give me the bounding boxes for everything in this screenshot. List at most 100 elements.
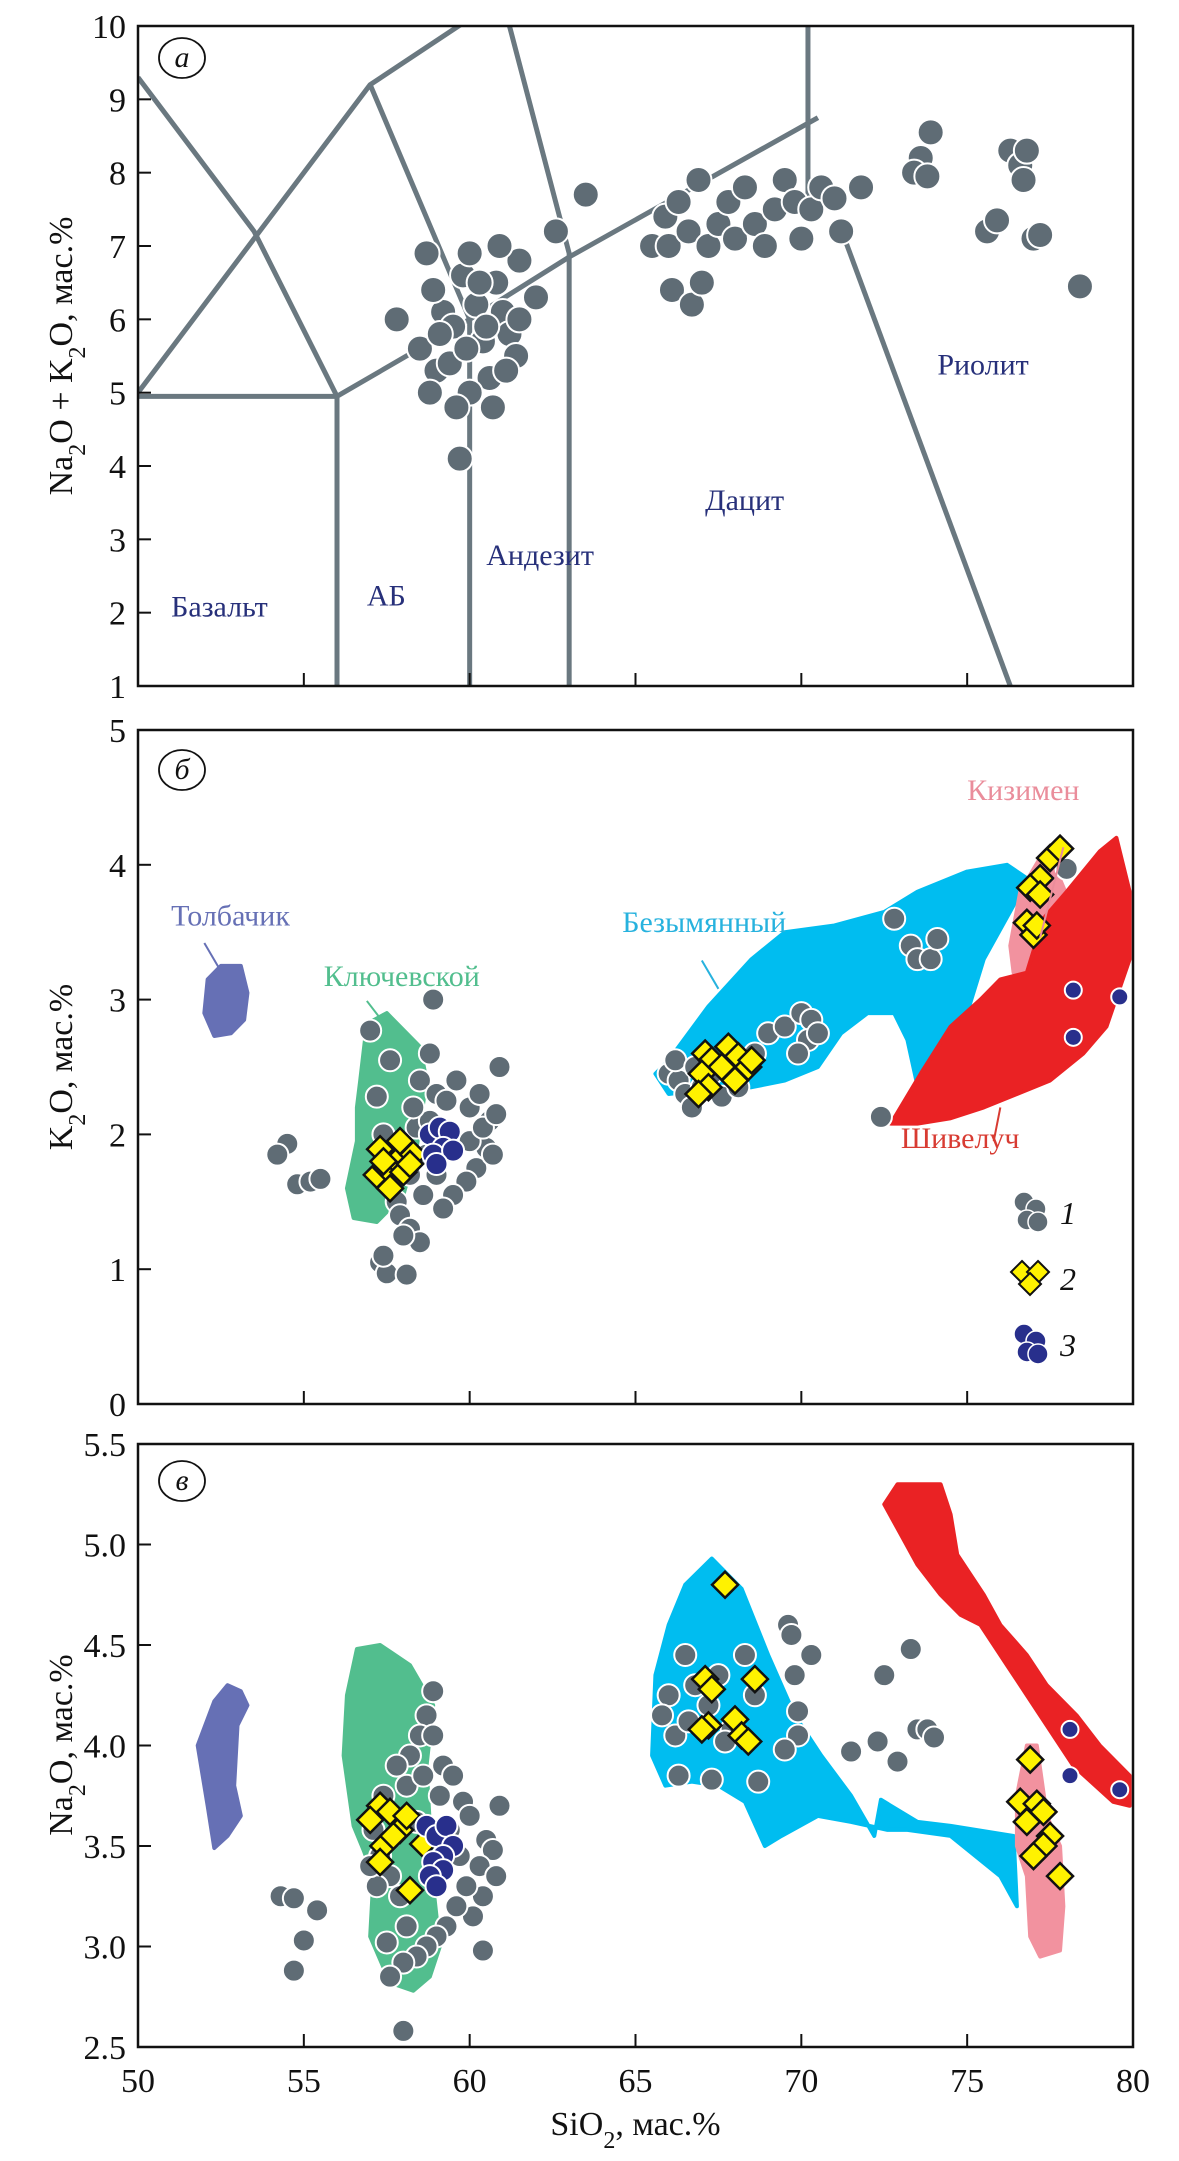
data-point-series-1 xyxy=(487,1055,512,1079)
x-tick-label: 70 xyxy=(784,2063,818,2100)
data-point-series-1 xyxy=(541,217,570,246)
data-point-series-1 xyxy=(391,1223,416,1248)
data-point-series-1 xyxy=(772,1737,797,1762)
data-point-series-1 xyxy=(480,1838,505,1863)
data-point-series-1 xyxy=(305,1898,330,1923)
field-label-Шивелуч: Шивелуч xyxy=(901,1122,1020,1155)
classification-boundary-line xyxy=(507,26,572,686)
panel-label: б xyxy=(174,753,190,786)
data-point-series-1 xyxy=(455,239,484,268)
y-tick-label: 2 xyxy=(109,596,126,633)
data-point-series-1 xyxy=(442,393,471,422)
data-point-series-1 xyxy=(407,1068,432,1093)
y-tick-label: 3.5 xyxy=(84,1829,127,1866)
data-point-series-1 xyxy=(898,1637,923,1662)
data-point-series-1 xyxy=(782,1663,807,1688)
data-point-series-1 xyxy=(441,1763,466,1788)
data-point-series-1 xyxy=(865,1729,890,1754)
y-tick-label: 3 xyxy=(109,522,126,559)
data-point-series-1 xyxy=(654,232,683,260)
data-point-series-1 xyxy=(839,1739,864,1764)
panel-a-tas-diagram: Базальт АБ Андезит Дацит Риолит 1 2 3 4 5 6 7 8 9 10 Na… xyxy=(43,9,1135,706)
y-tick-label: 5.5 xyxy=(84,1427,127,1464)
data-point-series-2 xyxy=(1018,1841,1049,1871)
legend-entry-1: 1 xyxy=(1013,1191,1076,1233)
y-tick-label: 9 xyxy=(109,82,126,119)
data-point-series-1 xyxy=(505,246,534,275)
data-point-series-1 xyxy=(378,1048,403,1073)
data-point-series-1 xyxy=(673,1643,698,1668)
data-point-series-2 xyxy=(368,1146,399,1177)
data-point-series-1 xyxy=(522,283,550,312)
rock-field-label: АБ xyxy=(367,579,406,612)
legend-entry-3: 3 xyxy=(1013,1323,1076,1365)
leader-line-Толбачик xyxy=(203,942,239,1001)
panel-label-ellipse xyxy=(158,1460,206,1502)
y-tick-label: 5 xyxy=(109,376,126,413)
field-Толбачик xyxy=(195,1683,250,1851)
data-point-series-1 xyxy=(925,926,950,951)
x-tick-label: 65 xyxy=(619,2063,653,2100)
data-point-series-1 xyxy=(699,1767,724,1792)
leader-line-Шивелуч xyxy=(992,1107,1002,1142)
plot-area xyxy=(195,1482,1132,2043)
panel-label-ellipse xyxy=(158,37,206,79)
plot-area xyxy=(202,833,1132,1287)
data-point-series-1 xyxy=(772,1014,797,1039)
data-point-series-1 xyxy=(391,2018,416,2043)
y-tick-label: 3 xyxy=(109,983,126,1020)
data-point-series-1 xyxy=(457,1803,482,1828)
y-tick-label: 0 xyxy=(109,1387,126,1424)
data-point-series-2 xyxy=(395,1149,425,1179)
data-point-series-1 xyxy=(378,1964,403,1989)
data-point-series-1 xyxy=(827,217,856,246)
data-point-series-1 xyxy=(419,276,448,304)
data-point-series-1 xyxy=(371,1243,396,1268)
data-point-series-2 xyxy=(365,1847,395,1877)
data-point-series-2 xyxy=(1015,1744,1045,1775)
rock-field-label: Андезит xyxy=(486,539,594,572)
data-point-series-1 xyxy=(656,1683,681,1708)
data-point-series-1 xyxy=(666,1763,691,1788)
data-point-series-1 xyxy=(281,1958,306,1983)
data-point-series-1 xyxy=(401,1095,426,1120)
data-point-series-1 xyxy=(779,1622,804,1647)
y-tick-label: 6 xyxy=(109,302,126,339)
y-axis-title: Na2O + K2O, мас.% xyxy=(43,217,91,496)
data-point-series-3 xyxy=(1063,980,1083,1000)
data-point-series-2 xyxy=(385,1126,415,1156)
data-point-series-1 xyxy=(434,1088,459,1113)
data-point-series-2 xyxy=(391,1801,422,1831)
data-point-series-3 xyxy=(434,1813,459,1838)
data-point-series-1 xyxy=(358,1018,383,1043)
data-point-series-1 xyxy=(674,217,703,246)
data-point-series-3 xyxy=(1060,1719,1080,1739)
data-point-series-1 xyxy=(382,305,411,334)
data-point-series-3 xyxy=(441,1138,466,1163)
data-point-series-1 xyxy=(364,1874,389,1899)
data-point-series-1 xyxy=(799,1643,824,1668)
data-point-series-2 xyxy=(355,1805,385,1835)
data-point-series-1 xyxy=(431,1196,456,1221)
data-point-series-1 xyxy=(484,1102,509,1127)
y-tick-label: 8 xyxy=(109,156,126,193)
data-point-series-2 xyxy=(1022,910,1052,941)
data-point-series-2 xyxy=(378,1821,409,1851)
data-point-series-3 xyxy=(1060,1766,1080,1786)
field-label-Толбачик: Толбачик xyxy=(171,899,290,932)
leader-line-Кизимен xyxy=(1039,847,1065,938)
data-point-series-1 xyxy=(786,1699,811,1724)
legend-marker-diamond xyxy=(1017,1271,1043,1297)
plot-area xyxy=(138,26,1094,686)
data-point-series-1 xyxy=(687,268,716,297)
data-point-series-1 xyxy=(1009,166,1038,194)
y-tick-label: 4 xyxy=(109,449,126,486)
data-point-series-2 xyxy=(720,1065,750,1096)
data-point-series-1 xyxy=(421,1679,446,1704)
field-label-Ключевской: Ключевской xyxy=(324,960,480,993)
data-point-series-2 xyxy=(687,1714,717,1745)
y-tick-label: 4 xyxy=(109,848,126,885)
legend-marker-circle xyxy=(1027,1343,1049,1365)
data-point-series-1 xyxy=(425,320,454,348)
data-point-series-1 xyxy=(505,305,534,334)
